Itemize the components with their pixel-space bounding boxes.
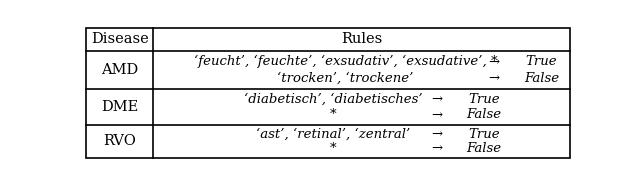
Text: →: → [431, 108, 443, 121]
Text: Rules: Rules [341, 32, 382, 46]
Text: →: → [431, 142, 443, 155]
Text: →: → [488, 72, 500, 85]
Text: →: → [431, 128, 443, 141]
Text: False: False [467, 108, 502, 121]
Text: ‘ast’, ‘retinal’, ‘zentral’: ‘ast’, ‘retinal’, ‘zentral’ [256, 128, 410, 141]
Text: ‘feucht’, ‘feuchte’, ‘exsudativ’, ‘exsudative’, *: ‘feucht’, ‘feuchte’, ‘exsudativ’, ‘exsud… [193, 55, 497, 68]
Text: →: → [431, 93, 443, 106]
Text: DME: DME [101, 100, 138, 114]
Text: True: True [525, 55, 557, 68]
Text: AMD: AMD [101, 63, 138, 77]
Text: False: False [524, 72, 559, 85]
Text: *: * [330, 108, 336, 121]
Text: ‘trocken’, ‘trockene’: ‘trocken’, ‘trockene’ [277, 72, 413, 85]
Text: Disease: Disease [91, 32, 148, 46]
Text: *: * [330, 142, 336, 155]
Text: ‘diabetisch’, ‘diabetisches’: ‘diabetisch’, ‘diabetisches’ [244, 93, 422, 106]
Text: False: False [467, 142, 502, 155]
Text: True: True [468, 128, 500, 141]
Text: →: → [488, 55, 500, 68]
Text: True: True [468, 93, 500, 106]
Text: RVO: RVO [103, 135, 136, 148]
